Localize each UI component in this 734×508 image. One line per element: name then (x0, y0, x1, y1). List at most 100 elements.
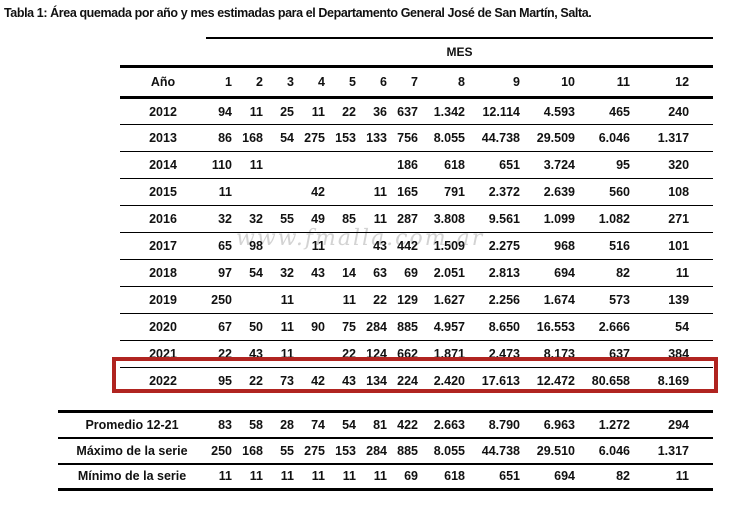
cell-value: 2.275 (470, 232, 525, 260)
cell-value: 44.738 (470, 124, 525, 152)
cell-value: 250 (206, 286, 237, 314)
cell-value: 11 (299, 463, 330, 491)
cell-value: 29.509 (525, 124, 580, 152)
cell-value: 3.724 (525, 151, 580, 179)
table-row: 2018 97 54 32 43 14 63 69 2.051 2.813 694 82 11 (120, 259, 714, 287)
cell-value: 2.372 (470, 178, 525, 206)
summary-rows-body: Promedio 12-21 83 58 28 74 54 81 422 2.663 8.790 6… (58, 410, 713, 491)
cell-value: 69 (392, 259, 423, 287)
row-label: 2020 (120, 313, 206, 341)
cell-value: 14 (330, 259, 361, 287)
month-header-4: 4 (299, 65, 330, 99)
table-row-highlighted: 2022 95 22 73 42 43 134 224 2.420 17.613 12.472 80.… (120, 368, 713, 395)
cell-value: 11 (330, 463, 361, 491)
burned-area-table: MES Año 1 2 3 4 5 6 7 8 9 10 11 12 2012 9… (120, 37, 714, 395)
cell-value: 8.055 (423, 124, 470, 152)
table-row: 2013 86 168 54 275 153 133 756 8.055 44.738 29.509… (120, 124, 714, 152)
row-label: 2018 (120, 259, 206, 287)
cell-value: 11 (268, 463, 299, 491)
table-title: Tabla 1: Área quemada por año y mes esti… (4, 6, 592, 20)
table-row: 2020 67 50 11 90 75 284 885 4.957 8.650 16.553 2.66… (120, 313, 714, 341)
cell-value: 1.627 (423, 286, 470, 314)
cell-value (237, 178, 268, 206)
cell-value: 1.082 (580, 205, 635, 233)
cell-value: 22 (206, 340, 237, 368)
cell-value: 11 (237, 97, 268, 125)
cell-value: 83 (206, 410, 237, 439)
cell-value: 618 (423, 463, 470, 491)
cell-value (268, 151, 299, 179)
cell-value: 422 (392, 410, 423, 439)
cell-value: 1.317 (635, 124, 714, 152)
table-row: 2014 110 11 186 618 651 3.724 95 320 (120, 151, 714, 179)
cell-value: 49 (299, 205, 330, 233)
cell-value: 2.051 (423, 259, 470, 287)
cell-value: 85 (330, 205, 361, 233)
cell-value: 42 (311, 374, 325, 389)
cell-value: 110 (206, 151, 237, 179)
month-header-2: 2 (237, 65, 268, 99)
cell-value: 32 (237, 205, 268, 233)
month-header-8: 8 (423, 65, 470, 99)
cell-value: 54 (237, 259, 268, 287)
summary-row: Mínimo de la serie 11 11 11 11 11 11 69 618 651 69… (58, 463, 713, 491)
row-label: 2022 (149, 374, 177, 389)
month-header-7: 7 (392, 65, 423, 99)
cell-value: 516 (580, 232, 635, 260)
row-label: Promedio 12-21 (58, 410, 206, 439)
cell-value: 6.046 (580, 437, 635, 465)
cell-value: 97 (206, 259, 237, 287)
cell-value (268, 178, 299, 206)
cell-value (299, 340, 330, 368)
table-row: 2017 65 98 11 43 442 1.509 2.275 968 516 101 (120, 232, 714, 260)
cell-value: 2.639 (525, 178, 580, 206)
cell-value: 86 (206, 124, 237, 152)
cell-value: 284 (361, 437, 392, 465)
table-row: 2015 11 42 11 165 791 2.372 2.639 560 108 (120, 178, 714, 206)
cell-value (299, 286, 330, 314)
cell-value: 101 (635, 232, 714, 260)
cell-value: 1.317 (635, 437, 713, 465)
cell-value: 2.256 (470, 286, 525, 314)
row-label: 2013 (120, 124, 206, 152)
cell-value: 275 (299, 437, 330, 465)
cell-value: 95 (218, 374, 232, 389)
cell-value: 11 (299, 232, 330, 260)
row-label: 2021 (120, 340, 206, 368)
cell-value: 6.046 (580, 124, 635, 152)
cell-value: 11 (299, 97, 330, 125)
cell-value: 1.871 (423, 340, 470, 368)
summary-table: Promedio 12-21 83 58 28 74 54 81 422 2.663 8.790 6… (58, 410, 713, 491)
cell-value: 168 (237, 437, 268, 465)
cell-value: 98 (237, 232, 268, 260)
cell-value: 153 (330, 437, 361, 465)
cell-value: 3.808 (423, 205, 470, 233)
cell-value: 756 (392, 124, 423, 152)
cell-value: 1.272 (580, 410, 635, 439)
cell-value: 11 (361, 178, 392, 206)
row-label: Máximo de la serie (58, 437, 206, 465)
cell-value: 1.342 (423, 97, 470, 125)
cell-value: 134 (366, 374, 387, 389)
cell-value: 124 (361, 340, 392, 368)
cell-value: 8.790 (470, 410, 525, 439)
cell-value: 80.658 (591, 374, 630, 389)
cell-value: 11 (268, 340, 299, 368)
cell-value: 16.553 (525, 313, 580, 341)
cell-value (268, 232, 299, 260)
cell-value: 22 (249, 374, 263, 389)
cell-value: 11 (237, 463, 268, 491)
row-label: 2015 (120, 178, 206, 206)
cell-value: 82 (580, 463, 635, 491)
cell-value: 284 (361, 313, 392, 341)
cell-value (330, 178, 361, 206)
summary-row: Máximo de la serie 250 168 55 275 153 284 885 8.… (58, 437, 713, 465)
row-label: Mínimo de la serie (58, 463, 206, 491)
cell-value: 2.663 (423, 410, 470, 439)
cell-value: 11 (268, 313, 299, 341)
cell-value: 465 (580, 97, 635, 125)
cell-value: 139 (635, 286, 714, 314)
cell-value: 1.674 (525, 286, 580, 314)
cell-value: 9.561 (470, 205, 525, 233)
cell-value: 165 (392, 178, 423, 206)
